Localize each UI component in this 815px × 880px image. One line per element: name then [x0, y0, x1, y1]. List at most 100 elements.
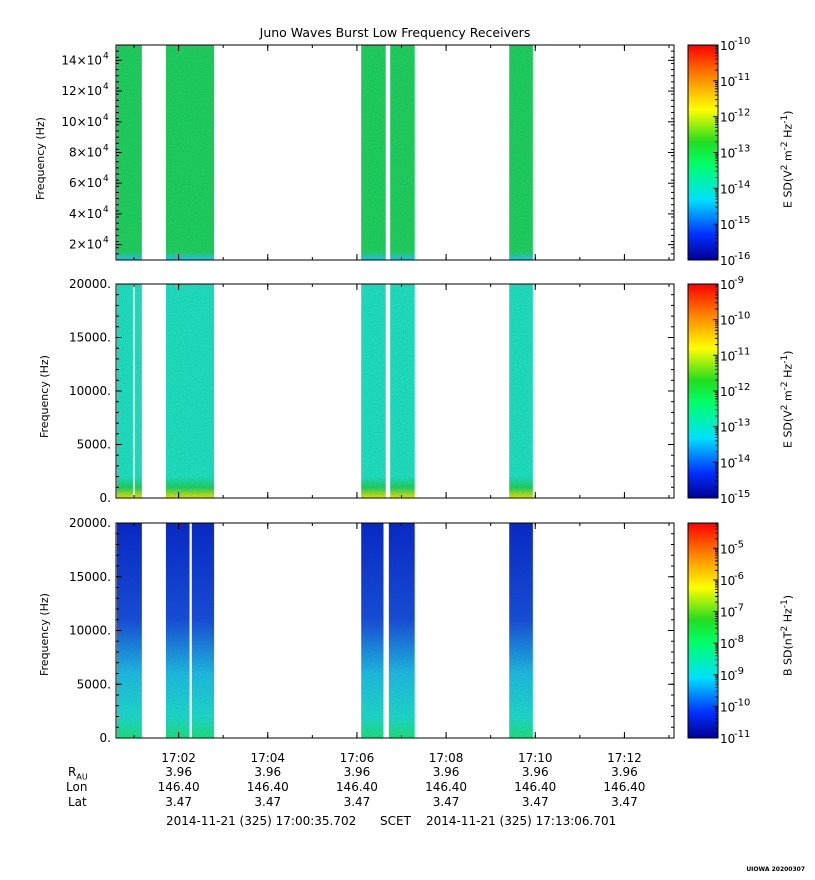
footer-frame: SCET: [380, 814, 411, 828]
y-tick-label: 15000.: [69, 331, 111, 345]
y-tick-label: 14×10: [61, 53, 102, 67]
ephemeris-lon-value: 146.40: [246, 780, 289, 794]
colorbar-tick-exponent: -10: [734, 36, 750, 47]
ephemeris-lon-value: 146.40: [603, 780, 646, 794]
colorbar-tick-label: 10: [720, 218, 735, 232]
colorbar-tick-exponent: -15: [734, 215, 750, 226]
chart-title: Juno Waves Burst Low Frequency Receivers: [259, 25, 531, 40]
colorbar-tick-exponent: -11: [734, 729, 750, 740]
footer-end-time: 2014-11-21 (325) 17:13:06.701: [426, 814, 617, 828]
ephemeris-lat-value: 3.47: [165, 795, 192, 809]
footer-start-time: 2014-11-21 (325) 17:00:35.702: [166, 814, 357, 828]
x-tick-label: 17:08: [429, 751, 464, 765]
ephemeris-r-value: 3.96: [343, 765, 371, 779]
y-tick-label: 10000.: [69, 384, 111, 398]
data-block: [165, 523, 190, 738]
data-block: [390, 45, 415, 260]
version-stamp: UIOWA 20200307: [746, 866, 805, 873]
colorbar-tick-label: 10: [720, 349, 735, 363]
y-tick-label: 6×10: [69, 176, 102, 190]
colorbar-tick-label: 10: [720, 39, 735, 53]
ephemeris-lat-value: 3.47: [521, 795, 549, 809]
colorbar-tick-label: 10: [720, 147, 735, 161]
y-tick-exponent: 4: [103, 144, 109, 154]
data-block: [361, 45, 386, 260]
colorbar-tick-exponent: -9: [734, 666, 744, 677]
colorbar-tick-label: 10: [720, 421, 735, 435]
colorbar-tick-exponent: -9: [734, 275, 744, 286]
colorbar-tick-exponent: -6: [734, 571, 744, 582]
y-tick-label: 10000.: [69, 624, 111, 638]
ephemeris-lat-value: 3.47: [343, 795, 371, 809]
y-tick-label: 15000.: [69, 570, 111, 584]
colorbar-tick-label: 10: [720, 492, 735, 506]
data-block: [509, 523, 533, 738]
x-tick-label: 17:10: [518, 751, 553, 765]
data-block: [165, 45, 215, 260]
x-tick-label: 17:02: [161, 751, 196, 765]
ephemeris-lat-value: 3.47: [432, 795, 460, 809]
y-tick-label: 10×10: [61, 115, 102, 129]
ephemeris-r-value: 3.96: [254, 765, 282, 779]
ephemeris-r-value: 3.96: [611, 765, 638, 779]
colorbar-tick-exponent: -16: [734, 251, 750, 262]
colorbar-tick: 10-11: [713, 729, 750, 746]
colorbar-tick-label: 10: [720, 278, 735, 292]
colorbar-tick-exponent: -11: [734, 72, 750, 83]
colorbar-tick-exponent: -14: [734, 179, 750, 190]
colorbar-tick-label: 10: [720, 574, 735, 588]
colorbar-tick-exponent: -13: [734, 144, 750, 155]
y-tick: 12×10 4: [61, 82, 674, 98]
colorbar-tick: 10-8: [713, 634, 744, 651]
colorbar-tick: 10-6: [713, 571, 744, 588]
colorbar-tick-label: 10: [720, 542, 735, 556]
colorbar-tick: 10-13: [713, 418, 750, 435]
data-block: [390, 284, 415, 498]
colorbar-tick-label: 10: [720, 637, 735, 651]
colorbar-tick-label: 10: [720, 75, 735, 89]
ephemeris-lat-value: 3.47: [254, 795, 282, 809]
colorbar-tick-exponent: -7: [734, 603, 744, 614]
y-tick: 6×10 4: [69, 174, 674, 190]
data-block: [509, 45, 533, 260]
colorbar-tick-exponent: -12: [734, 382, 750, 393]
colorbar-tick: 10-12: [713, 108, 750, 125]
y-tick-exponent: 4: [103, 82, 109, 92]
y-tick: 4×10 4: [69, 205, 674, 221]
ephemeris-lon-value: 146.40: [157, 780, 200, 794]
colorbar-label-bottom: B SD(nT2 Hz-1): [780, 594, 795, 676]
panel-bottom: 0.5000.10000.15000.20000.10-510-610-710-…: [69, 516, 750, 746]
data-block: [134, 284, 142, 498]
colorbar-tick-label: 10: [720, 456, 735, 470]
y-axis-label-top: Frequency (Hz): [34, 117, 47, 200]
ephemeris-label-r: RAU: [68, 765, 88, 782]
y-axis-label-bottom: Frequency (Hz): [38, 593, 51, 676]
colorbar-tick-label: 10: [720, 385, 735, 399]
colorbar-tick: 10-11: [713, 72, 750, 89]
colorbar-tick-label: 10: [720, 732, 735, 746]
y-tick-label: 0.: [100, 731, 111, 745]
y-tick: 2×10 4: [69, 236, 674, 252]
colorbar-tick: 10-16: [713, 251, 750, 268]
y-tick-label: 4×10: [69, 207, 102, 221]
colorbar-tick: 10-13: [713, 144, 750, 161]
data-block: [116, 45, 142, 260]
y-tick-exponent: 4: [103, 174, 109, 184]
colorbar-tick-exponent: -10: [734, 311, 750, 322]
y-axis-label-middle: Frequency (Hz): [38, 355, 51, 438]
colorbar-tick-label: 10: [720, 606, 735, 620]
data-block: [361, 523, 384, 738]
ephemeris-lon-value: 146.40: [335, 780, 378, 794]
y-tick-label: 12×10: [61, 84, 102, 98]
colorbar-tick-exponent: -5: [734, 539, 744, 550]
colorbar-tick-exponent: -8: [734, 634, 744, 645]
colorbar-tick-exponent: -14: [734, 453, 750, 464]
data-block: [509, 284, 533, 498]
colorbar-tick: 10-15: [713, 489, 750, 506]
colorbar-tick: 10-11: [713, 346, 750, 363]
colorbar-tick: 10-10: [713, 36, 750, 53]
y-tick: 8×10 4: [69, 144, 674, 160]
